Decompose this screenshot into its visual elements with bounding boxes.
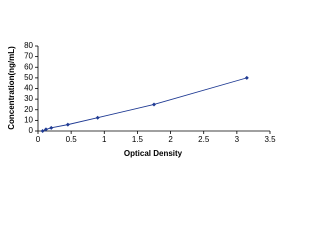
point: [49, 125, 54, 130]
x-tick-label: 3.5: [264, 135, 276, 144]
x-tick-label: 2: [168, 135, 173, 144]
point: [65, 122, 70, 127]
x-tick-label: 2.5: [198, 135, 210, 144]
y-tick-label: 60: [24, 62, 33, 71]
y-tick-label: 10: [24, 115, 33, 124]
x-axis-title: Optical Density: [124, 149, 183, 158]
y-tick-label: 70: [24, 52, 33, 61]
point: [152, 102, 156, 107]
x-tick-label: 0: [36, 135, 41, 144]
x-tick-label: 0.5: [66, 135, 78, 144]
x-tick-label: 1.5: [132, 135, 144, 144]
point: [95, 115, 100, 120]
curve: [42, 77, 247, 132]
y-tick-label: 0: [29, 126, 34, 135]
y-tick-label: 20: [24, 105, 33, 114]
y-tick-label: 50: [24, 73, 33, 82]
y-tick-label: 30: [24, 94, 33, 103]
chart: Optical Density Concentration(ng/mL) 010…: [7, 41, 276, 158]
x-tick-label: 1: [102, 135, 107, 144]
y-tick-label: 40: [24, 84, 33, 93]
point: [40, 129, 45, 133]
x-tick-label: 3: [235, 135, 240, 144]
y-tick-label: 80: [24, 41, 33, 50]
y-axis-title: Concentration(ng/mL): [7, 46, 16, 130]
point: [244, 75, 249, 80]
point: [43, 127, 48, 132]
